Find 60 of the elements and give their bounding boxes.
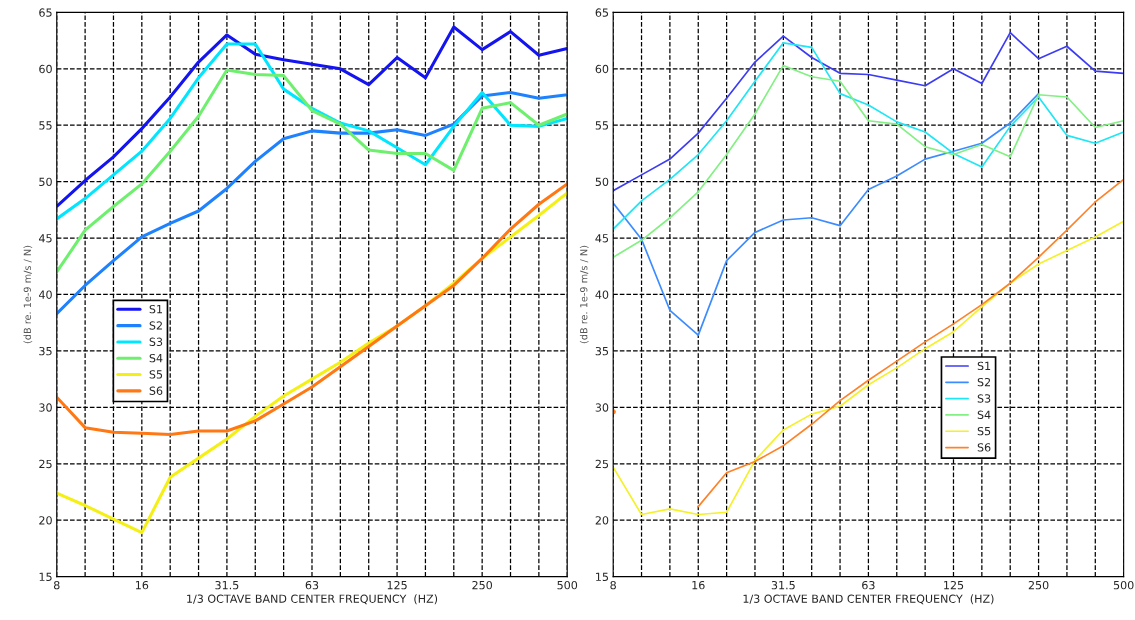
y-tick-label: 60 (39, 64, 52, 74)
y-tick-label: 15 (596, 572, 609, 581)
legend-label: S4 (149, 353, 163, 363)
y-tick-label: 40 (38, 290, 52, 299)
y-tick-label: 40 (595, 290, 609, 299)
y-tick-label: 20 (595, 516, 609, 525)
legend-label: S2 (977, 377, 991, 387)
x-tick-label: 125 (387, 580, 407, 590)
x-tick-label: 500 (557, 580, 578, 590)
legend-label: S2 (149, 321, 162, 330)
y-tick-label: 45 (38, 234, 52, 243)
x-tick-label: 63 (862, 580, 875, 590)
x-tick-label: 31.5 (215, 580, 239, 590)
y-tick-label: 35 (39, 346, 52, 356)
line-series (613, 31, 1124, 192)
legend-label: S1 (977, 361, 991, 371)
legend-label: S6 (977, 443, 991, 452)
legend-label: S5 (149, 370, 163, 379)
legend-label: S3 (149, 337, 163, 346)
x-tick-label: 16 (692, 580, 705, 590)
y-tick-label: 35 (595, 346, 609, 356)
y-tick-label: 65 (595, 8, 609, 17)
y-axis-title: (dB re. 1e-9 m/s / N) (23, 245, 33, 344)
y-axis-title: (dB re. 1e-9 m/s / N) (579, 245, 589, 344)
x-axis-title: 1/3 OCTAVE BAND CENTER FREQUENCY (HZ) (743, 594, 994, 605)
legend-label: S6 (149, 386, 163, 395)
line-series (613, 64, 1124, 259)
y-tick-label: 50 (39, 177, 52, 187)
y-tick-label: 55 (595, 121, 609, 130)
line-series (613, 92, 1040, 336)
y-tick-label: 55 (39, 121, 52, 130)
y-tick-label: 30 (595, 403, 609, 412)
y-tick-label: 60 (595, 64, 609, 74)
x-tick-label: 125 (944, 580, 964, 590)
x-tick-label: 31.5 (771, 580, 795, 590)
legend-label: S5 (977, 426, 991, 436)
y-tick-label: 25 (595, 459, 609, 469)
line-series (56, 90, 568, 316)
x-tick-label: 16 (135, 580, 149, 590)
y-tick-label: 50 (595, 177, 609, 187)
legend-label: S4 (977, 410, 991, 419)
y-tick-label: 25 (39, 459, 52, 469)
legend-label: S3 (977, 394, 991, 403)
y-tick-label: 20 (39, 516, 52, 525)
line-series (56, 182, 568, 436)
x-tick-label: 250 (1028, 580, 1049, 590)
legend-label: S1 (149, 304, 163, 314)
x-tick-label: 8 (53, 580, 60, 590)
y-tick-label: 30 (39, 403, 52, 412)
y-tick-label: 45 (595, 234, 609, 243)
x-tick-label: 500 (1113, 580, 1134, 590)
y-tick-label: 15 (39, 572, 52, 581)
x-axis-title: 1/3 OCTAVE BAND CENTER FREQUENCY (HZ) (187, 594, 438, 605)
y-tick-label: 65 (39, 8, 52, 17)
x-tick-label: 250 (472, 580, 493, 590)
x-tick-label: 63 (305, 580, 319, 590)
x-tick-label: 8 (610, 580, 616, 590)
line-series (613, 220, 1124, 516)
line-series (613, 42, 1124, 230)
line-series (56, 68, 568, 274)
